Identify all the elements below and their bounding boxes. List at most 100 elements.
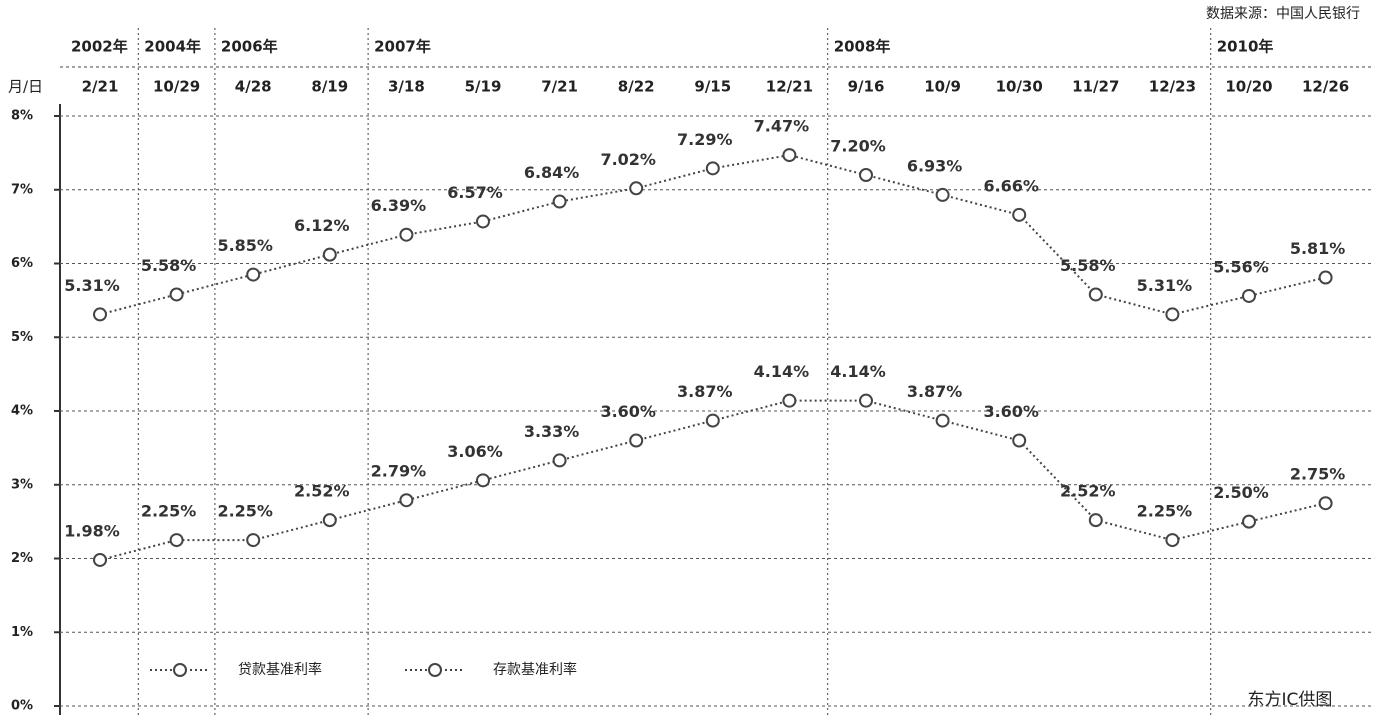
data-label: 6.39%	[371, 196, 427, 215]
date-axis-label: 月/日	[8, 78, 43, 96]
legend-marker	[173, 663, 187, 677]
data-label: 6.66%	[983, 176, 1039, 195]
data-point	[1242, 288, 1256, 303]
data-label: 6.93%	[907, 156, 963, 175]
x-tick-label: 9/16	[848, 78, 885, 96]
data-point	[629, 433, 644, 448]
data-label: 5.58%	[141, 256, 197, 275]
data-label: 3.60%	[600, 402, 656, 421]
x-tick-label: 7/21	[541, 78, 578, 96]
data-point	[705, 161, 720, 176]
year-label: 2010年	[1217, 38, 1274, 56]
x-tick-label: 4/28	[235, 78, 272, 96]
data-point	[859, 393, 873, 408]
data-point	[1165, 307, 1180, 322]
x-tick-label: 10/29	[153, 78, 200, 96]
data-label: 2.50%	[1213, 483, 1269, 502]
watermark: 东方IC供图	[1248, 690, 1333, 710]
data-label: 1.98%	[64, 521, 120, 540]
data-label: 4.14%	[754, 362, 810, 381]
data-point	[935, 413, 950, 428]
data-point	[859, 168, 873, 182]
data-label: 7.02%	[600, 150, 656, 169]
watermark-box	[1215, 688, 1365, 716]
data-label: 6.12%	[294, 216, 350, 235]
data-label: 6.84%	[524, 163, 580, 182]
data-label: 3.33%	[524, 422, 580, 441]
data-label: 4.14%	[830, 362, 886, 381]
y-tick-label: 5%	[11, 330, 33, 345]
data-point	[935, 187, 950, 202]
data-point	[476, 214, 490, 229]
year-label: 2002年	[71, 38, 128, 56]
x-tick-label: 9/15	[694, 78, 731, 96]
x-tick-label: 8/22	[618, 78, 655, 96]
x-tick-label: 2/21	[82, 78, 119, 96]
data-point	[169, 533, 184, 548]
year-label: 2007年	[374, 38, 431, 56]
data-point	[246, 533, 261, 548]
data-point	[322, 247, 337, 262]
source: 数据来源：中国人民银行	[1206, 6, 1360, 22]
y-tick-label: 3%	[11, 477, 33, 492]
x-tick-label: 10/20	[1225, 78, 1272, 96]
data-label: 5.85%	[217, 236, 273, 255]
data-point	[705, 413, 720, 428]
data-point	[782, 148, 797, 163]
data-point	[1012, 433, 1027, 448]
data-label: 7.29%	[677, 130, 733, 149]
y-tick-label: 2%	[11, 551, 33, 566]
legend-label: 存款基准利率	[493, 661, 577, 678]
data-point	[1088, 287, 1103, 302]
data-label: 3.87%	[907, 382, 963, 401]
data-label: 3.06%	[447, 442, 503, 461]
data-point	[629, 181, 644, 196]
data-point	[1165, 533, 1180, 548]
year-label: 2006年	[221, 38, 278, 56]
data-label: 2.25%	[141, 502, 197, 521]
data-label: 5.31%	[64, 276, 120, 295]
data-point	[552, 194, 567, 209]
y-tick-label: 1%	[11, 625, 33, 640]
data-point	[93, 552, 107, 567]
x-tick-label: 10/30	[996, 78, 1043, 96]
data-point	[1088, 513, 1103, 528]
data-label: 2.52%	[1060, 482, 1116, 501]
data-label: 5.81%	[1290, 239, 1346, 258]
data-point	[1318, 496, 1333, 511]
y-tick-label: 7%	[11, 182, 33, 197]
data-point	[399, 227, 414, 242]
data-point	[782, 393, 797, 408]
x-tick-label: 12/23	[1149, 78, 1196, 96]
x-tick-label: 8/19	[311, 78, 348, 96]
data-label: 3.87%	[677, 382, 733, 401]
data-label: 5.31%	[1137, 276, 1193, 295]
x-tick-label: 5/19	[465, 78, 502, 96]
y-tick-label: 0%	[11, 699, 33, 714]
data-point	[169, 287, 184, 302]
y-tick-label: 4%	[11, 404, 33, 419]
y-tick-label: 6%	[11, 256, 33, 271]
data-point	[552, 453, 567, 468]
data-label: 2.25%	[1137, 502, 1193, 521]
x-tick-label: 12/26	[1302, 78, 1349, 96]
data-label: 2.75%	[1290, 465, 1346, 484]
data-point	[1318, 270, 1333, 285]
data-point	[1242, 514, 1256, 529]
data-label: 3.60%	[983, 402, 1039, 421]
legend-marker	[428, 663, 442, 677]
x-tick-label: 3/18	[388, 78, 425, 96]
data-point	[476, 473, 490, 488]
data-point	[322, 513, 337, 528]
data-label: 5.58%	[1060, 256, 1116, 275]
data-point	[399, 493, 414, 508]
legend-label: 贷款基准利率	[238, 661, 322, 678]
data-point	[1012, 207, 1027, 222]
year-label: 2004年	[144, 38, 201, 56]
x-tick-label: 10/9	[924, 78, 961, 96]
data-label: 2.25%	[217, 502, 273, 521]
data-label: 5.56%	[1213, 257, 1269, 276]
x-tick-label: 12/21	[766, 78, 813, 96]
